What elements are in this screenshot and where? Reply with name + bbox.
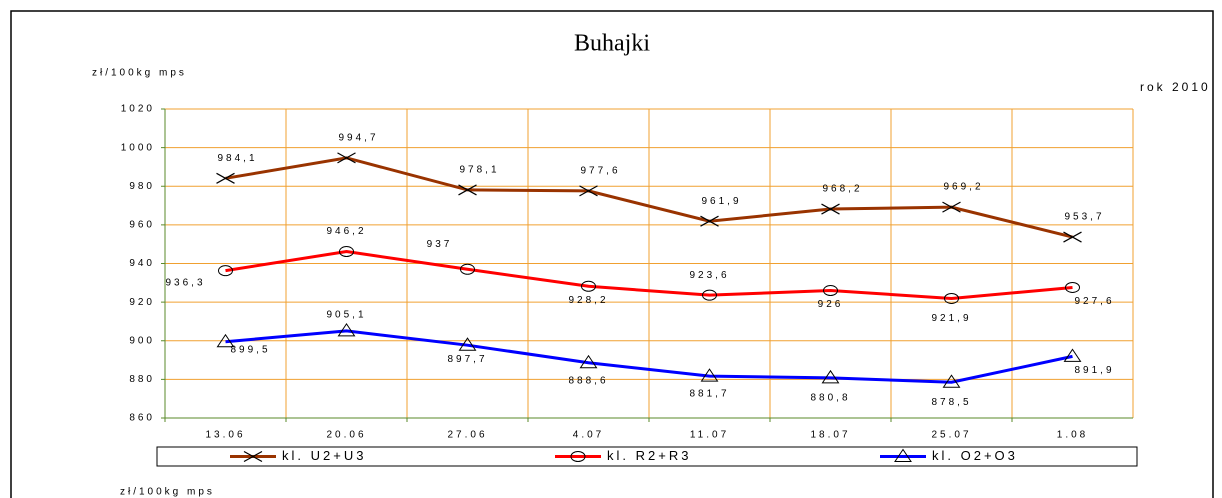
value-label: 969,2	[943, 182, 983, 193]
y-tick-label: 960	[129, 220, 155, 231]
marker	[1063, 348, 1082, 362]
marker	[216, 172, 235, 184]
x-tick-label: 25.07	[931, 430, 971, 441]
footer-text: zł/100kg mps	[120, 487, 215, 498]
series-line	[225, 329, 1073, 384]
value-label: 994,7	[338, 133, 378, 144]
value-label: 968,2	[822, 184, 862, 195]
value-label: 926	[818, 299, 844, 310]
marker	[458, 184, 477, 196]
x-tick-label: 20.06	[326, 430, 366, 441]
value-label: 891,9	[1074, 365, 1114, 376]
marker	[702, 289, 717, 301]
value-label: 961,9	[701, 196, 741, 207]
marker	[942, 201, 961, 213]
marker	[942, 374, 961, 388]
legend-label: kl. U2+U3	[282, 448, 366, 463]
series-line	[225, 250, 1073, 300]
y-tick-label: 920	[129, 297, 155, 308]
value-label: 905,1	[326, 310, 366, 321]
y-tick-label: 1020	[121, 104, 155, 115]
y-tick-label: 940	[129, 258, 155, 269]
legend	[156, 446, 1138, 467]
value-label: 927,6	[1074, 296, 1114, 307]
y-tick-label: 880	[129, 374, 155, 385]
marker	[460, 263, 475, 275]
y-tick-label: 1000	[121, 142, 155, 153]
marker	[243, 450, 263, 463]
frame	[10, 10, 1214, 498]
x-tick-label: 1.08	[1057, 430, 1088, 441]
value-label: 977,6	[580, 166, 620, 177]
marker	[579, 185, 598, 197]
value-label: 897,7	[447, 354, 487, 365]
value-label: 937	[427, 239, 453, 250]
value-label: 978,1	[459, 165, 499, 176]
value-label: 880,8	[810, 392, 850, 403]
marker	[944, 292, 959, 304]
x-tick-label: 27.06	[447, 430, 487, 441]
series-line	[225, 156, 1073, 239]
value-label: 984,1	[217, 153, 257, 164]
value-label: 946,2	[326, 226, 366, 237]
marker	[337, 322, 356, 337]
marker	[821, 369, 840, 384]
value-label: 928,2	[568, 295, 608, 306]
value-label: 923,6	[689, 270, 729, 281]
value-label: 881,7	[689, 389, 729, 400]
legend-label: kl. R2+R3	[607, 448, 691, 463]
x-tick-label: 18.07	[810, 430, 850, 441]
marker	[581, 280, 596, 292]
marker	[339, 246, 354, 258]
marker	[1063, 231, 1082, 243]
y-tick-label: 980	[129, 181, 155, 192]
value-label: 921,9	[931, 313, 971, 324]
marker	[579, 354, 598, 369]
marker	[894, 448, 912, 462]
value-label: 878,5	[931, 397, 971, 408]
marker	[218, 265, 233, 277]
value-label: 899,5	[230, 344, 270, 355]
x-tick-label: 4.07	[573, 430, 604, 441]
value-label: 953,7	[1064, 212, 1104, 223]
x-tick-label: 11.07	[690, 430, 729, 441]
marker	[1065, 281, 1080, 293]
value-label: 936,3	[165, 277, 205, 288]
note: rok 2010	[1140, 80, 1211, 94]
legend-label: kl. O2+O3	[932, 448, 1018, 463]
marker	[823, 285, 838, 297]
y-tick-label: 900	[129, 335, 155, 346]
x-tick-label: 13.06	[205, 430, 245, 441]
value-label: 888,6	[568, 375, 608, 386]
y-tick-label: 860	[129, 413, 155, 424]
marker	[700, 368, 719, 382]
chart-title: Buhajki	[574, 31, 650, 57]
marker	[821, 203, 840, 215]
marker	[570, 451, 586, 462]
marker	[216, 333, 235, 348]
marker	[700, 215, 719, 227]
marker	[458, 337, 477, 351]
marker	[337, 152, 356, 164]
y-axis-label: zł/100kg mps	[92, 68, 187, 79]
